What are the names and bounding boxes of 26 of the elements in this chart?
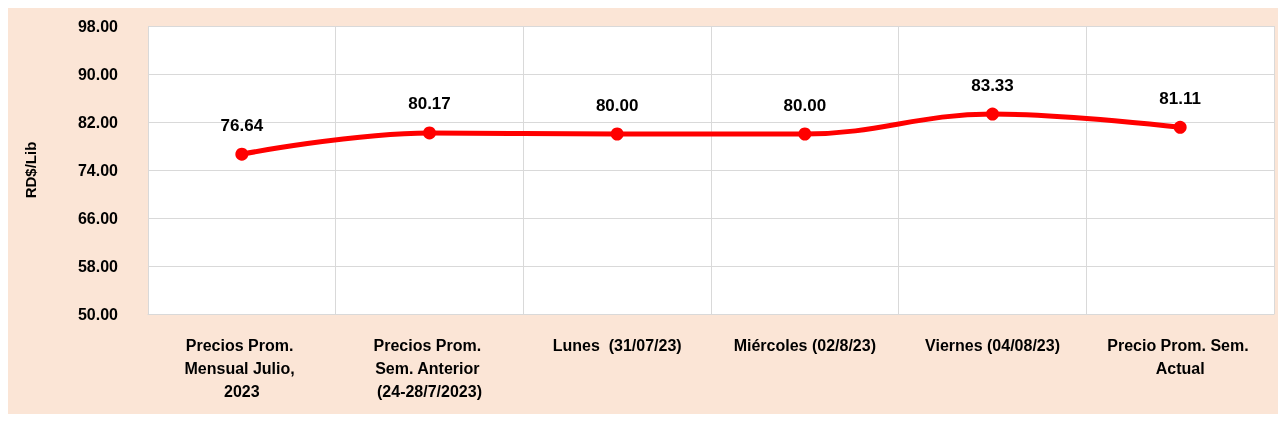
- y-tick-label: 66.00: [77, 209, 119, 227]
- text: 80.00: [595, 95, 639, 115]
- point: [986, 107, 999, 121]
- x-tick-label: Precios Prom. Sem. Anterior (24-28/7/2023): [373, 337, 486, 400]
- y-tick-label: 90.00: [77, 65, 119, 83]
- y-tick-label: 82.00: [77, 113, 119, 131]
- text: 76.64: [220, 115, 264, 135]
- x-tick-label: Precio Prom. Sem. Actual: [1107, 337, 1254, 377]
- y-tick-label: 74.00: [77, 161, 119, 179]
- point: [1173, 120, 1187, 134]
- x-tick-label: Lunes (31/07/23): [552, 337, 682, 354]
- y-tick-label: 98.00: [77, 17, 119, 35]
- x-tick-label: Miércoles (02/8/23): [733, 337, 876, 354]
- text: 83.33: [971, 75, 1014, 95]
- point: [798, 127, 812, 141]
- point: [235, 147, 249, 161]
- x-tick-label: Precios Prom. Mensual Julio, 2023: [184, 337, 300, 400]
- text: 81.11: [1159, 88, 1201, 108]
- y-axis-title: RD$/Lib: [22, 141, 39, 199]
- text: 80.00: [783, 95, 827, 115]
- text: 80.17: [408, 94, 451, 114]
- y-tick-label: 50.00: [77, 305, 119, 323]
- x-tick-label: Viernes (04/08/23): [925, 337, 1060, 354]
- point: [423, 126, 436, 140]
- y-tick-label: 58.00: [77, 257, 119, 275]
- point: [610, 127, 624, 141]
